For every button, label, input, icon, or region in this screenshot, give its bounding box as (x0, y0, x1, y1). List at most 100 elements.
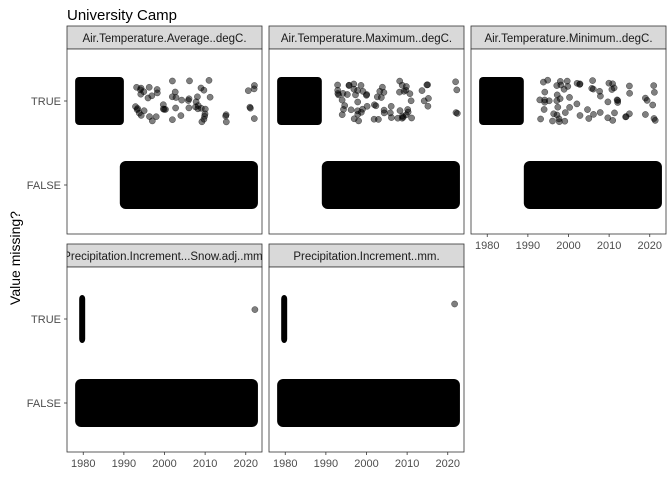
data-point (380, 109, 388, 117)
data-point (404, 108, 412, 116)
data-point (604, 98, 612, 106)
y-tick-label: FALSE (27, 180, 61, 192)
facet-panel: Air.Temperature.Average..degC. TRUE FALSE (27, 25, 263, 235)
data-point (372, 102, 380, 110)
data-point (194, 93, 201, 101)
data-point (338, 96, 346, 104)
data-point (545, 97, 553, 105)
facet-strip-label: Air.Temperature.Average..degC. (82, 33, 246, 45)
data-point (160, 106, 168, 113)
facet-strip-label: Precipitation.Increment...Snow.adj..mm. (63, 251, 266, 263)
true-dense-points (479, 77, 524, 125)
x-tick-label: 2020 (436, 458, 460, 470)
data-point (354, 98, 362, 106)
data-point (626, 110, 633, 118)
data-point (614, 99, 622, 106)
x-tick-label: 1980 (273, 458, 297, 470)
data-point (206, 93, 214, 101)
data-point (407, 97, 415, 105)
facet-panels: Air.Temperature.Average..degC.TRUEFALSEA… (27, 25, 667, 470)
data-point (566, 104, 573, 111)
data-point (626, 89, 633, 97)
false-dense-points (119, 161, 258, 209)
data-point (363, 91, 371, 98)
data-point (573, 100, 581, 108)
data-point (590, 111, 597, 118)
x-tick-label: 2010 (395, 458, 419, 470)
data-point (341, 102, 349, 109)
data-point (555, 115, 563, 123)
x-tick-label: 2020 (638, 240, 662, 252)
data-point (152, 113, 160, 121)
x-tick-label: 2010 (597, 240, 621, 252)
facet-strip-label: Air.Temperature.Minimum..degC. (484, 33, 652, 45)
false-dense-points (321, 161, 460, 209)
data-point (222, 118, 230, 126)
true-dense-points (281, 295, 288, 343)
data-point (549, 117, 556, 125)
data-point (611, 109, 618, 117)
data-point (380, 89, 388, 96)
data-point (453, 110, 461, 117)
facet-strip-label: Precipitation.Increment..mm. (293, 251, 439, 263)
x-tick-label: 1990 (112, 458, 136, 470)
data-point (186, 77, 193, 85)
data-point (140, 107, 148, 115)
data-point (408, 114, 415, 122)
data-point (169, 116, 176, 124)
data-point (386, 109, 394, 117)
chart-title: University Camp (67, 7, 177, 24)
data-point (589, 85, 597, 93)
data-point (250, 85, 258, 93)
false-dense-points (277, 379, 460, 427)
data-point (396, 107, 404, 114)
data-point (584, 106, 591, 113)
x-tick-label: 2000 (556, 240, 580, 252)
data-point (178, 96, 186, 104)
x-tick-label: 2000 (354, 458, 378, 470)
data-point (544, 76, 552, 84)
data-point (585, 115, 593, 122)
data-point (250, 115, 258, 122)
data-point (148, 117, 156, 125)
x-tick-label: 2010 (193, 458, 217, 470)
data-point (357, 82, 365, 89)
y-axis-title: Value missing? (7, 211, 23, 305)
data-point (347, 106, 355, 114)
data-point (561, 117, 569, 125)
x-tick-label: 2000 (152, 458, 176, 470)
data-point (453, 86, 461, 94)
data-point (564, 83, 572, 90)
facet-panel: Air.Temperature.Maximum..degC. (268, 25, 465, 235)
data-point (425, 95, 432, 102)
data-point (200, 86, 208, 94)
true-dense-points (79, 295, 86, 343)
data-point (350, 80, 358, 88)
facet-strip-label: Air.Temperature.Maximum..degC. (281, 33, 452, 45)
data-point (608, 86, 616, 93)
data-point (334, 81, 341, 89)
y-tick-label: TRUE (31, 314, 61, 326)
data-point (609, 117, 617, 124)
false-dense-points (75, 379, 258, 427)
data-point (651, 117, 659, 124)
data-point (423, 81, 431, 89)
data-point (649, 101, 657, 109)
data-point (140, 88, 148, 96)
data-point (651, 88, 658, 96)
facet-panel: Precipitation.Increment..mm. 1980 1990 2000… (268, 243, 465, 470)
data-point (172, 94, 180, 101)
data-point (205, 77, 213, 84)
data-point (596, 109, 604, 116)
data-point (576, 81, 584, 88)
data-point (222, 112, 230, 120)
facet-panel: Precipitation.Increment...Snow.adj..mm. T… (27, 243, 266, 470)
data-point (589, 77, 596, 84)
data-point (251, 306, 259, 313)
data-point (355, 117, 362, 125)
data-point (541, 88, 549, 96)
data-point (451, 300, 458, 308)
data-point (363, 102, 371, 110)
data-point (343, 91, 351, 98)
